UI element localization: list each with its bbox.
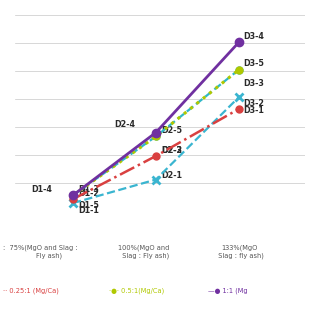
Text: D2-1: D2-1 xyxy=(162,171,183,180)
Text: —● 1:1 (Mg: —● 1:1 (Mg xyxy=(208,288,248,294)
Text: D1-2: D1-2 xyxy=(78,189,99,198)
Text: D3-4: D3-4 xyxy=(244,32,265,41)
Text: D2-2: D2-2 xyxy=(161,146,182,155)
Text: D3-3: D3-3 xyxy=(244,79,265,88)
Text: D2-4: D2-4 xyxy=(115,120,135,129)
Text: ·●· 0.5:1(Mg/Ca): ·●· 0.5:1(Mg/Ca) xyxy=(109,288,164,294)
Text: 100%(MgO and
  Slag : Fly ash): 100%(MgO and Slag : Fly ash) xyxy=(118,245,170,259)
Text: D3-1: D3-1 xyxy=(244,107,265,116)
Text: D1-3: D1-3 xyxy=(78,185,99,194)
Text: D1-4: D1-4 xyxy=(32,185,52,194)
Text: D3-5: D3-5 xyxy=(244,60,265,68)
Text: 133%(MgO
  Slag : fly ash): 133%(MgO Slag : fly ash) xyxy=(214,245,264,259)
Text: :  75%(MgO and Slag :
        Fly ash): : 75%(MgO and Slag : Fly ash) xyxy=(3,245,78,259)
Text: D1-1: D1-1 xyxy=(78,206,99,215)
Text: ·· 0.25:1 (Mg/Ca): ·· 0.25:1 (Mg/Ca) xyxy=(3,288,59,294)
Text: D2-5: D2-5 xyxy=(161,126,182,135)
Text: D1-5: D1-5 xyxy=(78,201,99,210)
Text: D2-3: D2-3 xyxy=(161,146,182,155)
Text: D3-2: D3-2 xyxy=(244,99,265,108)
